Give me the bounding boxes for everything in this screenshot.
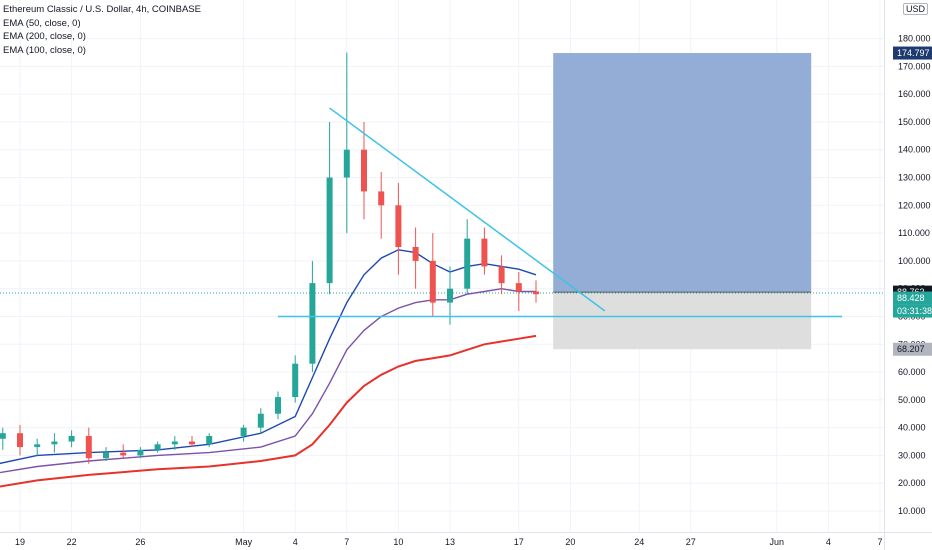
x-tick-label-13: 4 bbox=[826, 537, 831, 547]
x-tick-label-4: 4 bbox=[293, 537, 298, 547]
candle-body-1 bbox=[0, 433, 6, 439]
candle-body-6 bbox=[85, 435, 92, 459]
candle-body-3 bbox=[34, 444, 41, 448]
target-price-label: 174.797 bbox=[897, 48, 930, 58]
y-tick-label-17: 180.000 bbox=[898, 34, 931, 44]
candle-body-21 bbox=[361, 149, 367, 192]
y-tick-label-3: 40.000 bbox=[898, 423, 926, 433]
y-tick-label-14: 150.000 bbox=[898, 117, 931, 127]
y-tick-label-13: 140.000 bbox=[898, 145, 931, 155]
candle-body-29 bbox=[498, 266, 505, 284]
x-tick-label-8: 17 bbox=[514, 537, 524, 547]
series-line-ema200 bbox=[0, 334, 537, 488]
candle-body-7 bbox=[103, 452, 109, 459]
stop-price-label-bg bbox=[893, 342, 932, 356]
candle-body-20 bbox=[343, 149, 350, 178]
countdown-label: 03:31:38 bbox=[897, 306, 932, 316]
candle-body-31 bbox=[533, 291, 539, 295]
x-tick-label-9: 20 bbox=[565, 537, 575, 547]
x-tick-label-0: 19 bbox=[15, 537, 25, 547]
legend-title: Ethereum Classic / U.S. Dollar, 4h, COIN… bbox=[3, 4, 201, 15]
series-line-ema100 bbox=[0, 287, 536, 474]
countdown-label-bg bbox=[893, 304, 932, 318]
y-tick-label-5: 60.000 bbox=[898, 367, 926, 377]
x-tick-label-10: 24 bbox=[634, 537, 644, 547]
currency-badge[interactable]: USD bbox=[902, 3, 928, 15]
candle-body-24 bbox=[412, 246, 419, 261]
candle-body-26 bbox=[447, 288, 453, 303]
candle-body-9 bbox=[137, 449, 144, 456]
candle-body-10 bbox=[154, 444, 161, 450]
current-price-label-bg bbox=[893, 291, 932, 305]
x-tick-label-3: May bbox=[235, 537, 253, 547]
candle-body-25 bbox=[429, 260, 436, 303]
y-tick-label-9: 100.000 bbox=[898, 256, 931, 266]
x-tick-label-1: 22 bbox=[67, 537, 77, 547]
y-tick-label-12: 130.000 bbox=[898, 173, 931, 183]
candle-body-19 bbox=[326, 177, 333, 284]
candle-body-23 bbox=[395, 205, 402, 247]
legend-ema200: EMA (200, close, 0) bbox=[3, 31, 86, 42]
legend-ema100: EMA (100, close, 0) bbox=[3, 44, 86, 56]
candle-body-4 bbox=[51, 441, 58, 445]
y-tick-label-4: 50.000 bbox=[898, 395, 926, 405]
candle-body-13 bbox=[206, 435, 213, 445]
stop-price-label: 68.207 bbox=[897, 344, 925, 354]
candle-body-18 bbox=[309, 283, 316, 364]
x-tick-label-5: 7 bbox=[344, 537, 349, 547]
y-tick-label-10: 110.000 bbox=[898, 228, 930, 238]
candle-body-16 bbox=[275, 397, 281, 414]
candle-body-14 bbox=[240, 427, 247, 436]
target-zone bbox=[553, 53, 812, 293]
x-tick-label-14: 7 bbox=[877, 537, 882, 547]
candle-body-8 bbox=[120, 452, 127, 456]
candle-body-5 bbox=[68, 435, 75, 442]
y-tick-label-11: 120.000 bbox=[898, 200, 931, 210]
candle-body-12 bbox=[189, 441, 195, 445]
y-tick-label-15: 160.000 bbox=[898, 89, 931, 99]
y-tick-label-16: 170.000 bbox=[898, 61, 931, 71]
x-tick-label-7: 13 bbox=[445, 537, 455, 547]
x-tick-label-11: 27 bbox=[686, 537, 696, 547]
descending-trendline bbox=[329, 107, 606, 312]
legend: Ethereum Classic / U.S. Dollar, 4h, COIN… bbox=[3, 3, 201, 57]
legend-ema50: EMA (50, close, 0) bbox=[3, 17, 81, 29]
candle-body-30 bbox=[515, 283, 522, 292]
candle-body-17 bbox=[292, 363, 299, 398]
current-price-label: 88.428 bbox=[897, 293, 925, 303]
candle-body-15 bbox=[257, 413, 264, 428]
y-tick-label-0: 10.000 bbox=[898, 506, 926, 516]
stop-zone bbox=[553, 292, 812, 350]
y-tick-label-1: 20.000 bbox=[898, 478, 926, 488]
x-tick-label-6: 10 bbox=[393, 537, 403, 547]
x-tick-label-2: 26 bbox=[135, 537, 145, 547]
candle-body-2 bbox=[17, 433, 23, 448]
candle-body-22 bbox=[378, 191, 385, 206]
candle-body-11 bbox=[171, 441, 178, 445]
x-tick-label-12: Jun bbox=[770, 537, 785, 547]
target-price-label-bg bbox=[893, 46, 932, 60]
candle-body-28 bbox=[481, 238, 488, 267]
series-line-ema50 bbox=[0, 249, 537, 465]
candle-body-27 bbox=[464, 238, 471, 289]
y-tick-label-2: 30.000 bbox=[898, 450, 926, 460]
